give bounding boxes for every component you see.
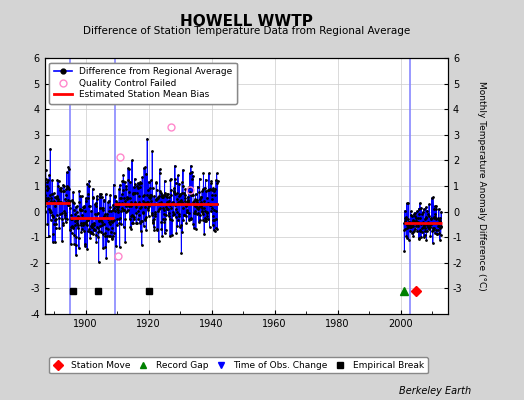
Y-axis label: Monthly Temperature Anomaly Difference (°C): Monthly Temperature Anomaly Difference (… (476, 81, 486, 291)
Legend: Station Move, Record Gap, Time of Obs. Change, Empirical Break: Station Move, Record Gap, Time of Obs. C… (49, 357, 428, 374)
Text: Difference of Station Temperature Data from Regional Average: Difference of Station Temperature Data f… (83, 26, 410, 36)
Text: Berkeley Earth: Berkeley Earth (399, 386, 472, 396)
Text: HOWELL WWTP: HOWELL WWTP (180, 14, 313, 29)
Legend: Difference from Regional Average, Quality Control Failed, Estimated Station Mean: Difference from Regional Average, Qualit… (49, 62, 237, 104)
